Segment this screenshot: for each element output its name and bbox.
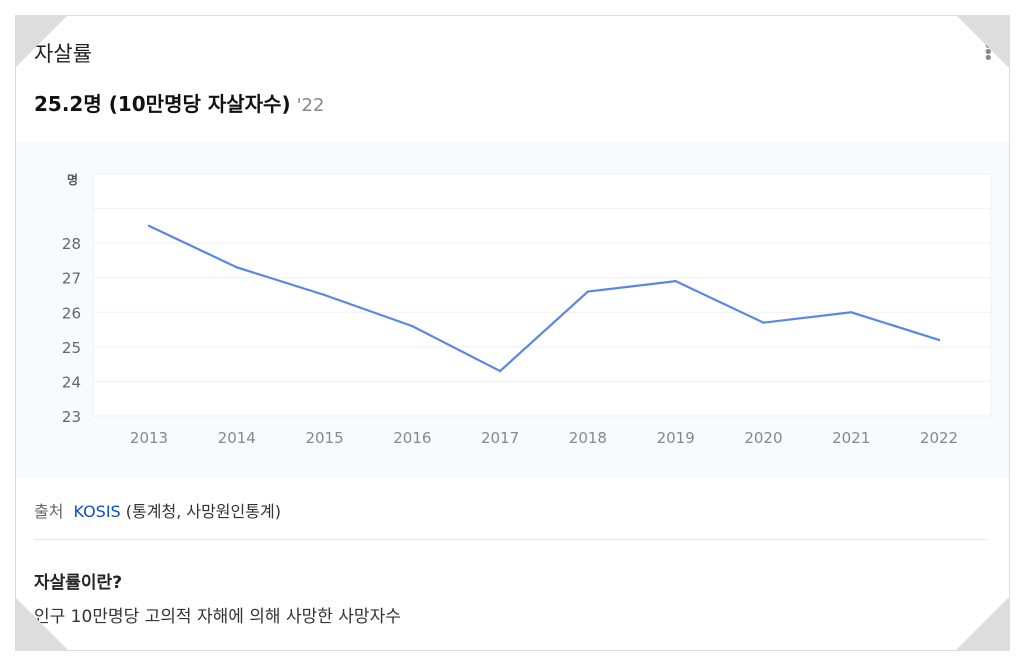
series-line — [148, 224, 940, 373]
data-point — [586, 290, 590, 293]
y-axis-label: 명 — [67, 173, 78, 187]
x-tick-label: 2017 — [481, 429, 519, 447]
data-point — [235, 266, 238, 269]
data-point — [937, 338, 941, 342]
data-point — [674, 279, 677, 283]
data-point — [411, 324, 414, 328]
y-tick-label: 26 — [62, 304, 81, 322]
headline: 25.2명 (10만명당 자살자수) '22 — [34, 88, 324, 117]
definition-question: 자살률이란? — [34, 573, 123, 593]
divider — [34, 539, 987, 540]
y-tick-label: 28 — [62, 235, 81, 253]
data-point — [762, 321, 765, 324]
chart-area: 23 24 25 26 27 28 명 2013 2014 2015 2016 2017 2018 201… — [16, 142, 1009, 478]
definition-answer: 인구 10만명당 고의적 자해에 의해 사망한 사망자수 — [34, 607, 401, 627]
y-tick-label: 23 — [62, 408, 81, 426]
line-chart: 23 24 25 26 27 28 명 2013 2014 2015 2016 2017 2018 201… — [62, 173, 992, 447]
plot-background — [92, 173, 992, 417]
card-title: 자살률 — [34, 42, 92, 66]
stat-card: 자살률 25.2명 (10만명당 자살자수) '22 • • • 23 24 25 26 27… — [15, 15, 1010, 651]
x-tick-label: 2014 — [218, 429, 256, 447]
x-tick-label: 2021 — [832, 429, 870, 447]
source: 출처 KOSIS (통계청, 사망원인통계) — [34, 498, 281, 522]
data-point — [147, 224, 151, 228]
y-tick-label: 24 — [62, 373, 81, 391]
x-tick-label: 2016 — [393, 429, 431, 447]
more-vertical-icon[interactable]: • • • — [983, 36, 994, 69]
x-tick-label: 2019 — [657, 429, 695, 447]
x-tick-label: 2015 — [305, 429, 343, 447]
x-tick-label: 2020 — [744, 429, 782, 447]
source-link[interactable]: KOSIS — [73, 502, 121, 521]
headline-year: '22 — [296, 95, 325, 116]
x-tick-label: 2013 — [130, 429, 168, 447]
y-tick-label: 27 — [62, 270, 81, 288]
data-point — [850, 311, 853, 314]
y-tick-label: 25 — [62, 339, 81, 357]
x-tick-label: 2018 — [569, 429, 607, 447]
source-label: 출처 — [34, 502, 64, 521]
data-point — [498, 369, 502, 373]
headline-value: 25.2명 (10만명당 자살자수) — [34, 92, 291, 116]
source-detail: (통계청, 사망원인통계) — [125, 502, 281, 521]
data-point — [323, 293, 326, 297]
x-tick-label: 2022 — [920, 429, 958, 447]
